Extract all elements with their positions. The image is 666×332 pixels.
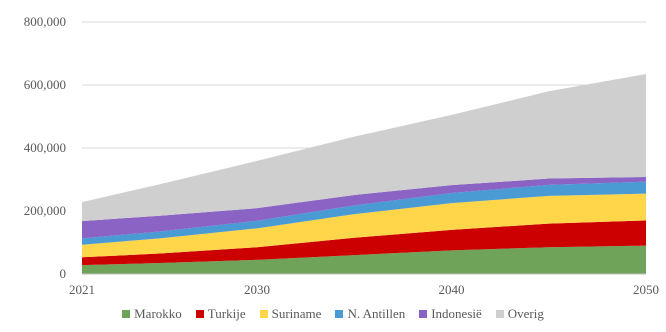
y-tick-label: 600,000 (24, 77, 66, 92)
area-series-suriname (82, 193, 646, 258)
y-tick-label: 200,000 (24, 203, 66, 218)
y-tick-label: 400,000 (24, 140, 66, 155)
legend-label: Turkije (207, 306, 246, 321)
y-tick-label: 800,000 (24, 14, 66, 29)
legend-label: N. Antillen (347, 306, 406, 321)
legend: Marokko Turkije Suriname N. Antillen Indones… (0, 306, 666, 322)
x-tick-label: 2050 (633, 282, 659, 297)
x-tick-label: 2040 (439, 282, 465, 297)
x-tick-label: 2021 (69, 282, 95, 297)
legend-label: Overig (507, 306, 544, 321)
legend-label: Suriname (271, 306, 322, 321)
area-series-turkije (82, 220, 646, 266)
x-tick-label: 2030 (244, 282, 270, 297)
legend-label: Indonesië (431, 306, 482, 321)
legend-item: Turkije (195, 306, 246, 322)
legend-swatch (495, 310, 504, 318)
legend-swatch (419, 310, 428, 318)
y-tick-label: 0 (60, 266, 67, 281)
legend-label: Marokko (134, 306, 182, 321)
legend-swatch (259, 310, 268, 318)
legend-swatch (122, 310, 131, 318)
area-series-marokko (82, 245, 646, 274)
legend-swatch (335, 310, 344, 318)
legend-swatch (195, 310, 204, 318)
area-series-n-antillen (82, 181, 646, 245)
legend-item: Suriname (259, 306, 322, 322)
legend-item: Overig (495, 306, 544, 322)
area-series-overig (82, 73, 646, 222)
area-series-indonesi- (82, 176, 646, 239)
legend-item: N. Antillen (335, 306, 405, 322)
legend-item: Marokko (122, 306, 182, 322)
chart-plot: 0 200,000 400,000 600,000 800,000 2021 2030 204… (24, 14, 659, 297)
legend-item: Indonesië (419, 306, 482, 322)
